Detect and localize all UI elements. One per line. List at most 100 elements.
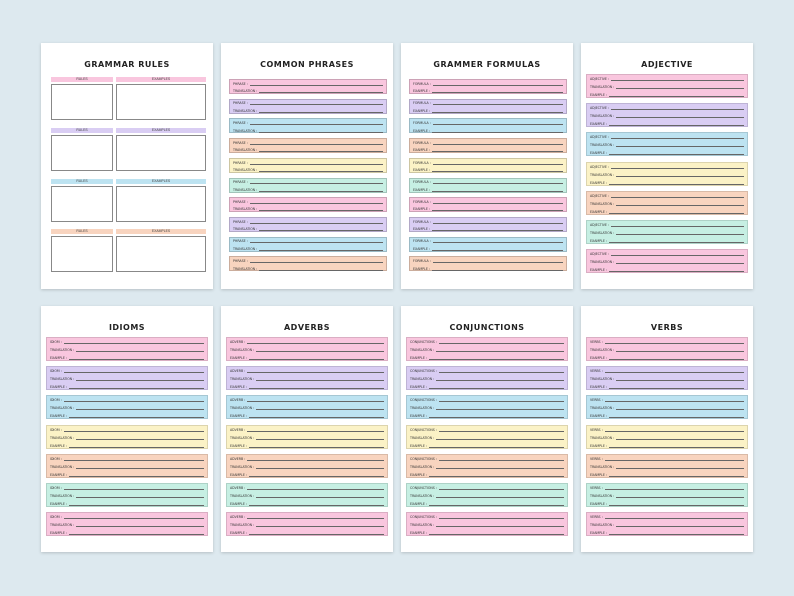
write-line[interactable]	[616, 465, 744, 469]
write-line[interactable]	[431, 188, 563, 192]
write-line[interactable]	[616, 494, 744, 498]
write-line[interactable]	[68, 502, 204, 506]
write-line[interactable]	[428, 385, 564, 390]
write-line[interactable]	[438, 428, 564, 432]
write-line[interactable]	[431, 168, 563, 173]
write-line[interactable]	[604, 340, 744, 344]
write-line[interactable]	[259, 207, 383, 212]
write-line[interactable]	[248, 531, 384, 536]
examples-box[interactable]	[116, 186, 206, 222]
write-line[interactable]	[616, 377, 744, 382]
write-line[interactable]	[68, 473, 204, 477]
write-line[interactable]	[248, 414, 384, 419]
write-line[interactable]	[259, 129, 383, 133]
write-line[interactable]	[63, 515, 204, 520]
write-line[interactable]	[431, 109, 563, 113]
write-line[interactable]	[608, 531, 744, 536]
write-line[interactable]	[610, 252, 744, 257]
write-line[interactable]	[436, 406, 564, 411]
write-line[interactable]	[432, 180, 563, 185]
write-line[interactable]	[249, 180, 383, 185]
write-line[interactable]	[256, 494, 384, 498]
write-line[interactable]	[608, 151, 744, 156]
write-line[interactable]	[249, 200, 383, 204]
rules-box[interactable]	[51, 236, 113, 272]
write-line[interactable]	[432, 259, 563, 264]
write-line[interactable]	[608, 210, 744, 214]
write-line[interactable]	[431, 267, 563, 271]
write-line[interactable]	[247, 457, 384, 461]
write-line[interactable]	[259, 188, 383, 192]
write-line[interactable]	[259, 267, 383, 271]
write-line[interactable]	[608, 414, 744, 419]
write-line[interactable]	[63, 398, 204, 403]
write-line[interactable]	[438, 515, 564, 520]
write-line[interactable]	[248, 473, 384, 477]
write-line[interactable]	[256, 406, 384, 411]
write-line[interactable]	[249, 161, 383, 165]
write-line[interactable]	[432, 82, 563, 86]
write-line[interactable]	[259, 227, 383, 232]
write-line[interactable]	[249, 259, 383, 264]
write-line[interactable]	[616, 231, 744, 235]
write-line[interactable]	[68, 531, 204, 536]
write-line[interactable]	[76, 406, 204, 411]
rules-box[interactable]	[51, 84, 113, 120]
write-line[interactable]	[247, 340, 384, 344]
write-line[interactable]	[604, 515, 744, 520]
write-line[interactable]	[247, 515, 384, 520]
write-line[interactable]	[608, 122, 744, 127]
write-line[interactable]	[249, 101, 383, 106]
write-line[interactable]	[249, 239, 383, 244]
write-line[interactable]	[436, 436, 564, 440]
write-line[interactable]	[438, 457, 564, 461]
write-line[interactable]	[248, 385, 384, 390]
write-line[interactable]	[249, 82, 383, 86]
write-line[interactable]	[436, 377, 564, 382]
write-line[interactable]	[616, 202, 744, 206]
write-line[interactable]	[438, 340, 564, 344]
write-line[interactable]	[610, 135, 744, 140]
write-line[interactable]	[610, 223, 744, 227]
write-line[interactable]	[247, 428, 384, 432]
write-line[interactable]	[247, 369, 384, 374]
write-line[interactable]	[432, 161, 563, 165]
write-line[interactable]	[428, 531, 564, 536]
write-line[interactable]	[616, 114, 744, 119]
write-line[interactable]	[610, 106, 744, 111]
write-line[interactable]	[610, 77, 744, 81]
write-line[interactable]	[604, 457, 744, 461]
write-line[interactable]	[432, 239, 563, 244]
write-line[interactable]	[436, 494, 564, 498]
write-line[interactable]	[604, 369, 744, 374]
write-line[interactable]	[616, 143, 744, 148]
write-line[interactable]	[431, 207, 563, 212]
write-line[interactable]	[608, 181, 744, 185]
write-line[interactable]	[249, 141, 383, 145]
write-line[interactable]	[436, 465, 564, 469]
write-line[interactable]	[68, 444, 204, 448]
write-line[interactable]	[616, 85, 744, 89]
write-line[interactable]	[608, 502, 744, 506]
write-line[interactable]	[248, 502, 384, 506]
write-line[interactable]	[76, 494, 204, 498]
write-line[interactable]	[259, 168, 383, 173]
write-line[interactable]	[428, 444, 564, 448]
write-line[interactable]	[259, 109, 383, 113]
write-line[interactable]	[616, 523, 744, 528]
write-line[interactable]	[604, 398, 744, 403]
write-line[interactable]	[431, 227, 563, 232]
write-line[interactable]	[431, 247, 563, 251]
write-line[interactable]	[616, 173, 744, 177]
write-line[interactable]	[259, 148, 383, 153]
write-line[interactable]	[436, 523, 564, 528]
write-line[interactable]	[608, 93, 744, 97]
write-line[interactable]	[432, 101, 563, 106]
write-line[interactable]	[68, 385, 204, 390]
rules-box[interactable]	[51, 186, 113, 222]
write-line[interactable]	[436, 348, 564, 352]
write-line[interactable]	[432, 200, 563, 204]
write-line[interactable]	[76, 348, 204, 352]
write-line[interactable]	[63, 340, 204, 344]
write-line[interactable]	[249, 220, 383, 224]
